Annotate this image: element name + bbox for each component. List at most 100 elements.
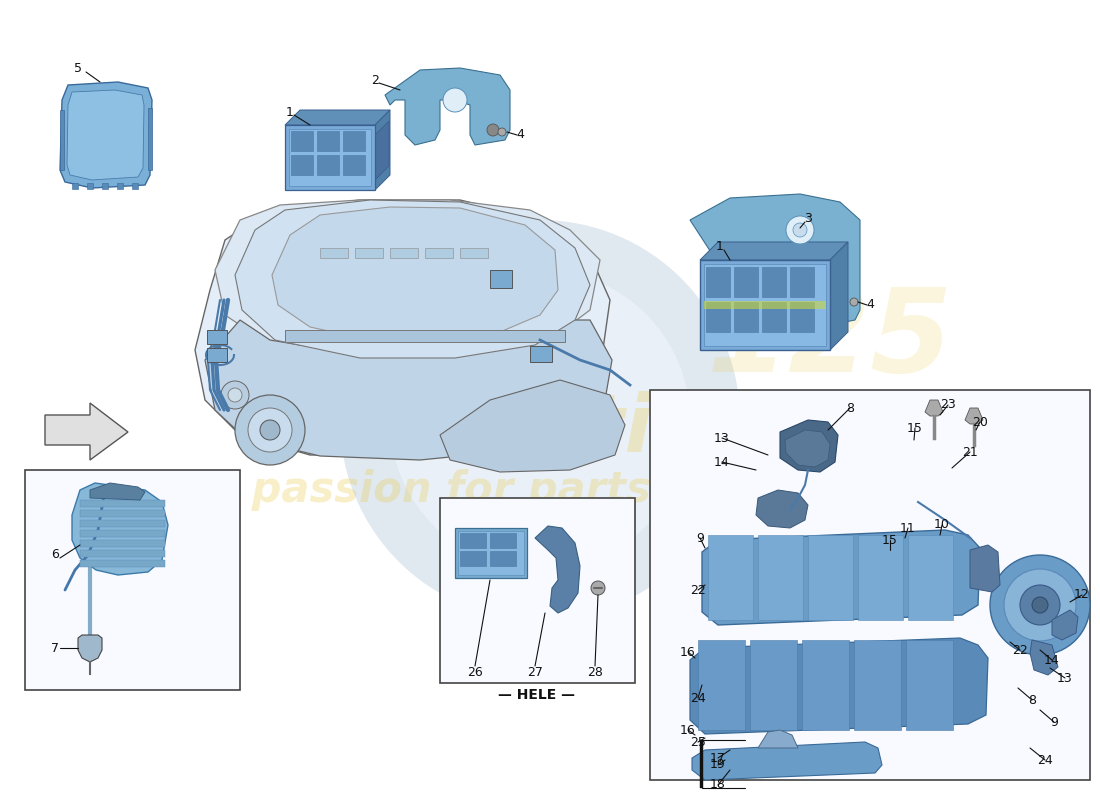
- Text: 25: 25: [690, 735, 706, 749]
- Bar: [102, 183, 108, 189]
- Polygon shape: [195, 200, 610, 455]
- Circle shape: [248, 408, 292, 452]
- Bar: [207, 348, 227, 362]
- Bar: [460, 551, 486, 566]
- Bar: [455, 528, 527, 578]
- Text: 22: 22: [690, 583, 706, 597]
- Polygon shape: [692, 742, 882, 780]
- Text: 19: 19: [711, 758, 726, 771]
- Text: 26: 26: [468, 666, 483, 679]
- Polygon shape: [758, 730, 798, 748]
- Text: 13: 13: [714, 431, 730, 445]
- Circle shape: [793, 223, 807, 237]
- Text: 1: 1: [716, 241, 724, 254]
- Polygon shape: [375, 121, 389, 180]
- Circle shape: [1020, 585, 1060, 625]
- Circle shape: [1032, 597, 1048, 613]
- Bar: [132, 183, 138, 189]
- Bar: [25, 470, 240, 690]
- Polygon shape: [908, 535, 953, 620]
- Bar: [460, 533, 486, 548]
- Bar: [790, 267, 814, 297]
- Bar: [530, 346, 552, 362]
- Text: 3: 3: [804, 211, 812, 225]
- Text: 16: 16: [680, 723, 696, 737]
- Circle shape: [228, 388, 242, 402]
- Text: 8: 8: [846, 402, 854, 414]
- Polygon shape: [830, 242, 848, 350]
- Bar: [80, 550, 165, 557]
- Circle shape: [1004, 569, 1076, 641]
- Polygon shape: [440, 380, 625, 472]
- Text: 9: 9: [696, 531, 704, 545]
- Polygon shape: [285, 110, 390, 125]
- Bar: [80, 520, 165, 527]
- Bar: [762, 267, 786, 297]
- Text: 14: 14: [1044, 654, 1060, 666]
- Bar: [790, 302, 814, 332]
- Bar: [490, 551, 516, 566]
- Text: 12: 12: [1074, 589, 1090, 602]
- Polygon shape: [78, 635, 102, 662]
- Bar: [704, 301, 826, 309]
- Bar: [80, 510, 165, 517]
- Polygon shape: [785, 430, 830, 467]
- Polygon shape: [858, 535, 903, 620]
- Text: 4: 4: [516, 129, 524, 142]
- Polygon shape: [690, 638, 988, 734]
- Bar: [490, 533, 516, 548]
- Polygon shape: [750, 640, 798, 730]
- Bar: [490, 270, 512, 288]
- Text: 18: 18: [711, 778, 726, 791]
- Bar: [762, 302, 786, 332]
- Bar: [440, 498, 635, 683]
- Polygon shape: [702, 530, 980, 625]
- Text: 2: 2: [371, 74, 378, 86]
- Polygon shape: [375, 110, 390, 190]
- Polygon shape: [90, 483, 145, 500]
- Bar: [80, 560, 165, 567]
- Polygon shape: [808, 535, 852, 620]
- Bar: [343, 155, 365, 175]
- Text: 4: 4: [866, 298, 873, 311]
- Polygon shape: [390, 248, 418, 258]
- Polygon shape: [355, 248, 383, 258]
- Bar: [317, 155, 339, 175]
- Text: 20: 20: [972, 415, 988, 429]
- Bar: [458, 531, 524, 575]
- Circle shape: [498, 128, 506, 136]
- Polygon shape: [758, 535, 803, 620]
- Text: — HELE —: — HELE —: [498, 688, 575, 702]
- Circle shape: [390, 270, 690, 570]
- Text: 1: 1: [286, 106, 294, 118]
- Polygon shape: [780, 420, 838, 472]
- Text: 5: 5: [74, 62, 82, 74]
- Bar: [87, 183, 94, 189]
- Polygon shape: [925, 400, 943, 416]
- Polygon shape: [205, 320, 612, 460]
- Text: 24: 24: [690, 691, 706, 705]
- Bar: [292, 155, 313, 175]
- Polygon shape: [60, 110, 64, 170]
- Bar: [706, 267, 730, 297]
- Text: 15: 15: [882, 534, 898, 546]
- Bar: [650, 390, 1090, 780]
- Text: 9: 9: [1050, 715, 1058, 729]
- Polygon shape: [60, 82, 152, 188]
- Polygon shape: [67, 90, 144, 180]
- Bar: [734, 302, 758, 332]
- Polygon shape: [45, 403, 128, 460]
- Text: 28: 28: [587, 666, 603, 679]
- Polygon shape: [425, 248, 453, 258]
- Circle shape: [260, 420, 280, 440]
- Polygon shape: [906, 640, 953, 730]
- Text: 17: 17: [711, 751, 726, 765]
- Polygon shape: [965, 408, 983, 424]
- Text: 15: 15: [908, 422, 923, 434]
- Polygon shape: [535, 526, 580, 613]
- Polygon shape: [690, 194, 860, 325]
- Circle shape: [850, 298, 858, 306]
- Circle shape: [443, 88, 468, 112]
- Bar: [343, 131, 365, 151]
- Polygon shape: [854, 640, 901, 730]
